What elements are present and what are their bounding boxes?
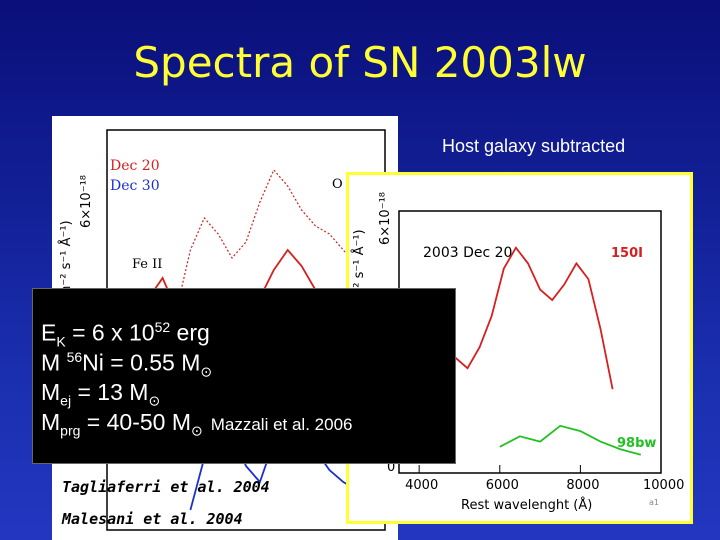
- left-y-tick-label: 6×10⁻¹⁸: [79, 175, 94, 228]
- model-parameters-box: EK = 6 x 1052 erg M 56Ni = 0.55 M⊙ Mej =…: [32, 288, 456, 464]
- right-y-tick-label-top: 6×10⁻¹⁸: [378, 192, 393, 245]
- ek-sup: 52: [154, 319, 171, 335]
- right-x-tick-label-2: 8000: [566, 478, 599, 493]
- ek-unit: erg: [170, 319, 210, 346]
- left-annotation-feii: Fe II: [132, 257, 162, 272]
- mni-prefix: M: [41, 349, 67, 376]
- right-series-label-0: 150I: [611, 246, 643, 261]
- mej-sub: ej: [60, 392, 72, 409]
- tagliaferri-reference: Tagliaferri et al. 2004: [62, 478, 270, 496]
- ek-mid: = 6 x 10: [65, 319, 155, 346]
- mej-rest: = 13 M: [71, 379, 149, 405]
- ek-prefix: E: [41, 319, 57, 346]
- mni-sup: 56: [66, 349, 83, 365]
- nickel-mass-line: M 56Ni = 0.55 M⊙: [41, 349, 212, 380]
- host-galaxy-label: Host galaxy subtracted: [442, 136, 626, 156]
- ejecta-mass-line: Mej = 13 M⊙: [41, 379, 160, 410]
- left-annotation-o: O: [332, 177, 343, 192]
- right-x-axis-label: Rest wavelenght (Å): [461, 497, 592, 513]
- mprg-prefix: M: [41, 409, 61, 435]
- left-legend-dec30: Dec 30: [110, 178, 160, 194]
- mni-rest: Ni = 0.55 M: [82, 349, 201, 376]
- solar-symbol: ⊙: [148, 392, 161, 409]
- ek-sub: K: [56, 333, 66, 350]
- right-series-line-1: [499, 424, 642, 456]
- progenitor-mass-line: Mprg = 40-50 M⊙ Mazzali et al. 2006: [41, 409, 352, 440]
- mprg-sub: prg: [60, 422, 81, 439]
- right-corner-label: a1: [649, 498, 659, 507]
- right-x-ticks: 4000 6000 8000 10000: [405, 465, 684, 493]
- right-x-tick-label-0: 4000: [405, 478, 438, 493]
- solar-symbol: ⊙: [200, 363, 213, 380]
- solar-symbol: ⊙: [191, 422, 203, 439]
- left-legend-dec20: Dec 20: [110, 158, 160, 174]
- right-chart-title: 2003 Dec 20: [423, 245, 512, 261]
- right-series-label-1: 98bw: [617, 436, 656, 451]
- kinetic-energy-line: EK = 6 x 1052 erg: [41, 319, 210, 349]
- mazzali-reference: Mazzali et al. 2006: [210, 415, 353, 434]
- right-x-tick-label-3: 10000: [643, 478, 684, 493]
- mej-prefix: M: [41, 379, 61, 405]
- mprg-rest: = 40-50 M: [80, 409, 191, 435]
- right-x-tick-label-1: 6000: [486, 478, 519, 493]
- slide-title: Spectra of SN 2003lw: [133, 38, 587, 87]
- right-y-tick-label-zero: 0: [387, 460, 395, 475]
- malesani-reference: Malesani et al. 2004: [62, 510, 243, 528]
